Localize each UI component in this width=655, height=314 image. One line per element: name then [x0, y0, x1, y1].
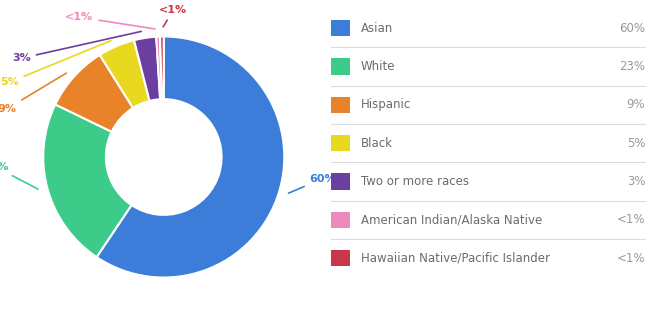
- Wedge shape: [134, 37, 160, 101]
- Text: 60%: 60%: [619, 22, 645, 35]
- Text: <1%: <1%: [66, 12, 155, 29]
- Text: 5%: 5%: [627, 137, 645, 150]
- Text: Hispanic: Hispanic: [361, 98, 411, 111]
- Text: 23%: 23%: [619, 60, 645, 73]
- Text: Asian: Asian: [361, 22, 393, 35]
- Text: 23%: 23%: [0, 162, 38, 189]
- Wedge shape: [100, 40, 149, 108]
- Wedge shape: [157, 36, 162, 99]
- Text: Hawaiian Native/Pacific Islander: Hawaiian Native/Pacific Islander: [361, 252, 550, 265]
- Text: 60%: 60%: [288, 174, 336, 193]
- Text: White: White: [361, 60, 396, 73]
- Wedge shape: [160, 36, 164, 99]
- Wedge shape: [43, 105, 132, 257]
- Text: American Indian/Alaska Native: American Indian/Alaska Native: [361, 213, 542, 226]
- Text: 9%: 9%: [627, 98, 645, 111]
- Text: <1%: <1%: [159, 5, 187, 27]
- Text: 3%: 3%: [12, 31, 141, 63]
- Text: Two or more races: Two or more races: [361, 175, 469, 188]
- Text: 3%: 3%: [627, 175, 645, 188]
- Text: Black: Black: [361, 137, 393, 150]
- Text: 5%: 5%: [0, 41, 111, 87]
- Text: <1%: <1%: [616, 252, 645, 265]
- Text: <1%: <1%: [616, 213, 645, 226]
- Wedge shape: [55, 55, 133, 132]
- Wedge shape: [96, 36, 284, 278]
- Text: 9%: 9%: [0, 73, 66, 114]
